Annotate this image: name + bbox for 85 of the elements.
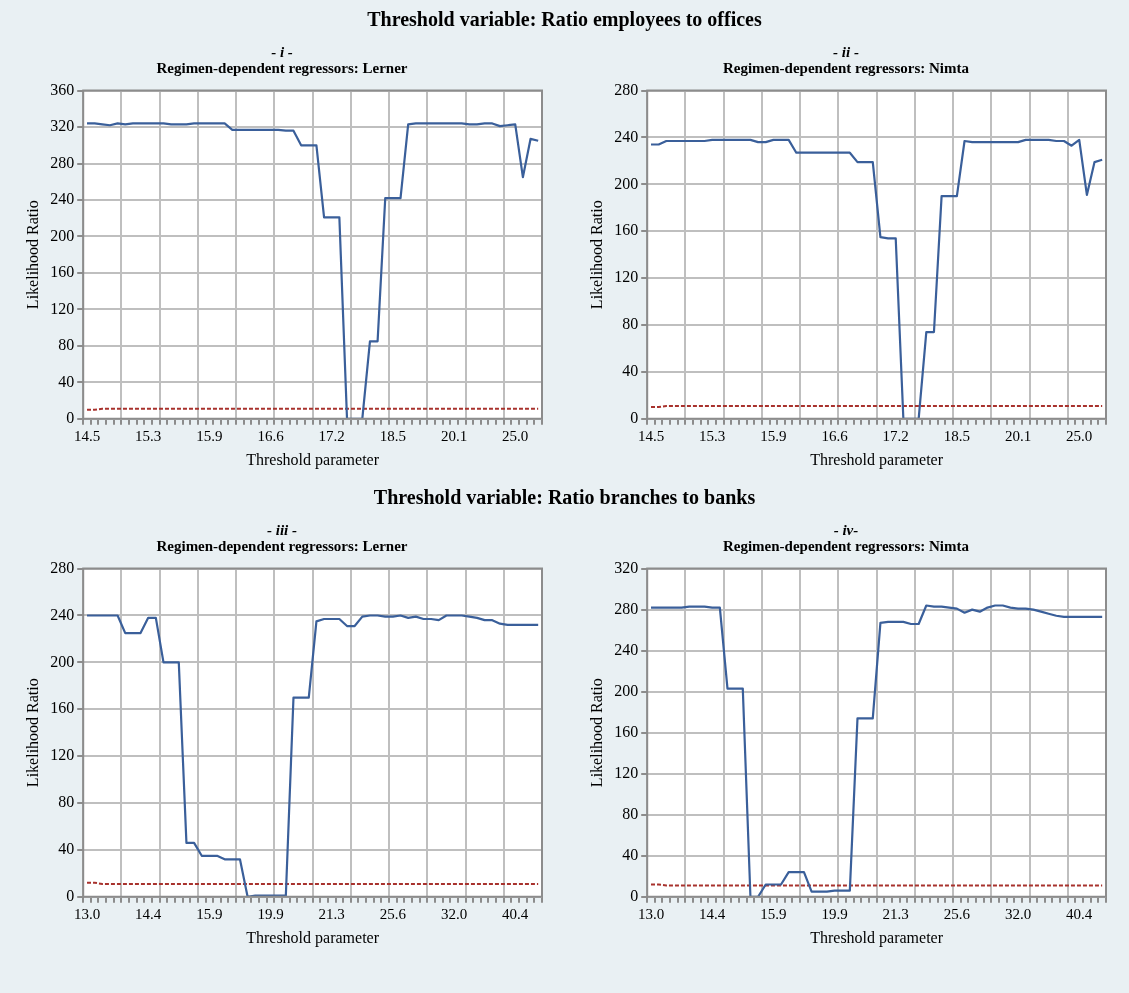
x-tick-label: 16.6 (257, 427, 285, 444)
y-tick-label: 120 (50, 746, 75, 764)
x-tick-label: 13.0 (637, 905, 665, 922)
x-tick-label: 32.0 (440, 905, 468, 922)
x-tick-label: 40.4 (1066, 905, 1093, 922)
chart-subtitle: Regimen-dependent regressors: Lerner (155, 60, 409, 78)
x-tick-label: 14.4 (135, 905, 162, 922)
x-tick-label: 21.3 (882, 905, 909, 922)
x-tick-label: 17.2 (318, 427, 345, 444)
y-tick-label: 280 (614, 80, 639, 98)
y-tick-label: 360 (50, 80, 75, 98)
y-tick-label: 40 (622, 845, 639, 863)
text: Threshold variable: Ratio employees to offices (366, 7, 763, 33)
y-tick-label: 80 (58, 793, 75, 811)
chart-title: - ii - (832, 44, 860, 60)
y-tick-label: 80 (58, 336, 75, 354)
y-tick-label: 120 (614, 268, 639, 286)
x-tick-label: 14.5 (637, 427, 665, 444)
x-tick-label: 32.0 (1004, 905, 1032, 922)
x-tick-label: 18.5 (379, 427, 407, 444)
x-tick-label: 20.1 (440, 427, 468, 444)
y-tick-label: 320 (50, 117, 75, 135)
y-tick-label: 80 (622, 315, 639, 333)
y-tick-label: 40 (58, 372, 75, 390)
y-tick-label: 40 (58, 840, 75, 858)
y-tick-label: 160 (50, 699, 75, 717)
chart-title: - iii - (266, 522, 298, 538)
y-tick-label: 160 (50, 263, 75, 281)
x-tick-label: 15.9 (196, 905, 223, 922)
chart-title: - iv- (832, 522, 860, 538)
x-axis-title: Threshold parameter (810, 450, 944, 469)
x-tick-label: 16.6 (821, 427, 849, 444)
x-tick-label: 17.2 (882, 427, 909, 444)
y-tick-label: 0 (66, 887, 75, 904)
y-tick-label: 200 (50, 652, 75, 670)
y-tick-label: 80 (622, 804, 639, 822)
y-tick-label: 200 (614, 174, 639, 192)
x-tick-label: 40.4 (502, 905, 529, 922)
y-axis-title: Likelihood Ratio (587, 200, 605, 310)
x-tick-label: 15.9 (196, 427, 223, 444)
y-tick-label: 0 (630, 409, 639, 426)
x-tick-label: 15.9 (760, 427, 787, 444)
y-tick-label: 280 (50, 558, 75, 576)
y-tick-label: 120 (50, 299, 75, 317)
y-tick-label: 240 (614, 640, 639, 658)
x-axis-title: Threshold parameter (246, 450, 380, 469)
y-tick-label: 240 (614, 127, 639, 145)
y-tick-label: 280 (50, 153, 75, 171)
x-tick-label: 13.0 (73, 905, 101, 922)
y-tick-label: 200 (614, 681, 639, 699)
x-tick-label: 19.9 (257, 905, 284, 922)
text: Threshold variable: Ratio branches to banks (372, 485, 757, 510)
y-tick-label: 160 (614, 221, 639, 239)
y-tick-label: 240 (50, 190, 75, 208)
y-tick-label: 280 (614, 599, 639, 617)
y-axis-title: Likelihood Ratio (23, 200, 41, 310)
x-tick-label: 14.4 (699, 905, 726, 922)
x-axis-title: Threshold parameter (810, 928, 944, 947)
chart-subtitle: Regimen-dependent regressors: Lerner (155, 538, 409, 556)
x-tick-label: 15.9 (760, 905, 787, 922)
chart-subtitle: Regimen-dependent regressors: Nimta (721, 60, 971, 78)
y-tick-label: 160 (614, 722, 639, 740)
y-tick-label: 120 (614, 763, 639, 781)
x-tick-label: 25.6 (379, 905, 407, 922)
x-tick-label: 20.1 (1004, 427, 1032, 444)
chart-subtitle: Regimen-dependent regressors: Nimta (721, 538, 971, 556)
y-axis-title: Likelihood Ratio (587, 678, 605, 788)
y-axis-title: Likelihood Ratio (23, 678, 41, 788)
x-tick-label: 25.0 (502, 427, 529, 444)
chart-title: - i - (270, 44, 294, 60)
x-tick-label: 21.3 (318, 905, 345, 922)
x-tick-label: 19.9 (821, 905, 848, 922)
y-tick-label: 320 (614, 558, 639, 576)
x-tick-label: 18.5 (943, 427, 971, 444)
y-tick-label: 200 (50, 226, 75, 244)
x-tick-label: 25.0 (1066, 427, 1093, 444)
x-axis-title: Threshold parameter (246, 928, 380, 947)
y-tick-label: 0 (66, 409, 75, 426)
x-tick-label: 14.5 (73, 427, 101, 444)
x-tick-label: 15.3 (699, 427, 726, 444)
y-tick-label: 240 (50, 605, 75, 623)
y-tick-label: 0 (630, 887, 639, 904)
y-tick-label: 40 (622, 362, 639, 380)
x-tick-label: 25.6 (943, 905, 971, 922)
x-tick-label: 15.3 (135, 427, 162, 444)
